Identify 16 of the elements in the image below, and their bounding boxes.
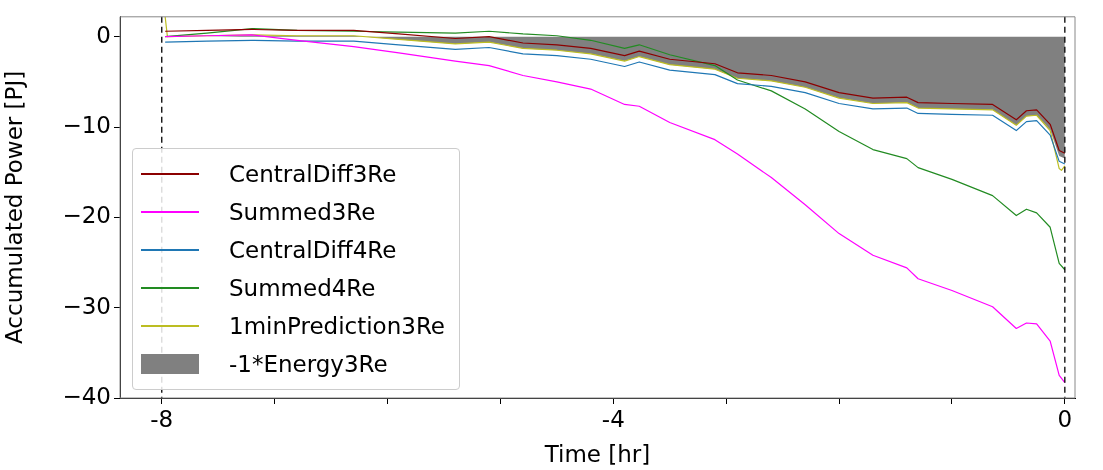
legend-label: Summed3Re [229, 199, 376, 225]
y-tick-label: −20 [62, 202, 111, 229]
x-tick-label: -8 [150, 405, 174, 432]
y-axis-title: Accumulated Power [PJ] [0, 70, 27, 344]
legend-label: Summed4Re [229, 275, 376, 301]
legend-label: CentralDiff4Re [229, 237, 397, 263]
x-axis-title: Time [hr] [543, 441, 651, 468]
legend-label: -1*Energy3Re [229, 351, 388, 377]
legend-label: 1minPrediction3Re [229, 313, 445, 339]
y-tick-label: 0 [96, 21, 111, 48]
x-tick-label: -4 [601, 405, 625, 432]
x-tick-label: 0 [1057, 405, 1073, 432]
y-tick-label: −10 [62, 111, 111, 138]
y-tick-label: −30 [62, 292, 111, 319]
legend-label: CentralDiff3Re [229, 161, 397, 187]
y-tick-label: −40 [62, 382, 111, 409]
